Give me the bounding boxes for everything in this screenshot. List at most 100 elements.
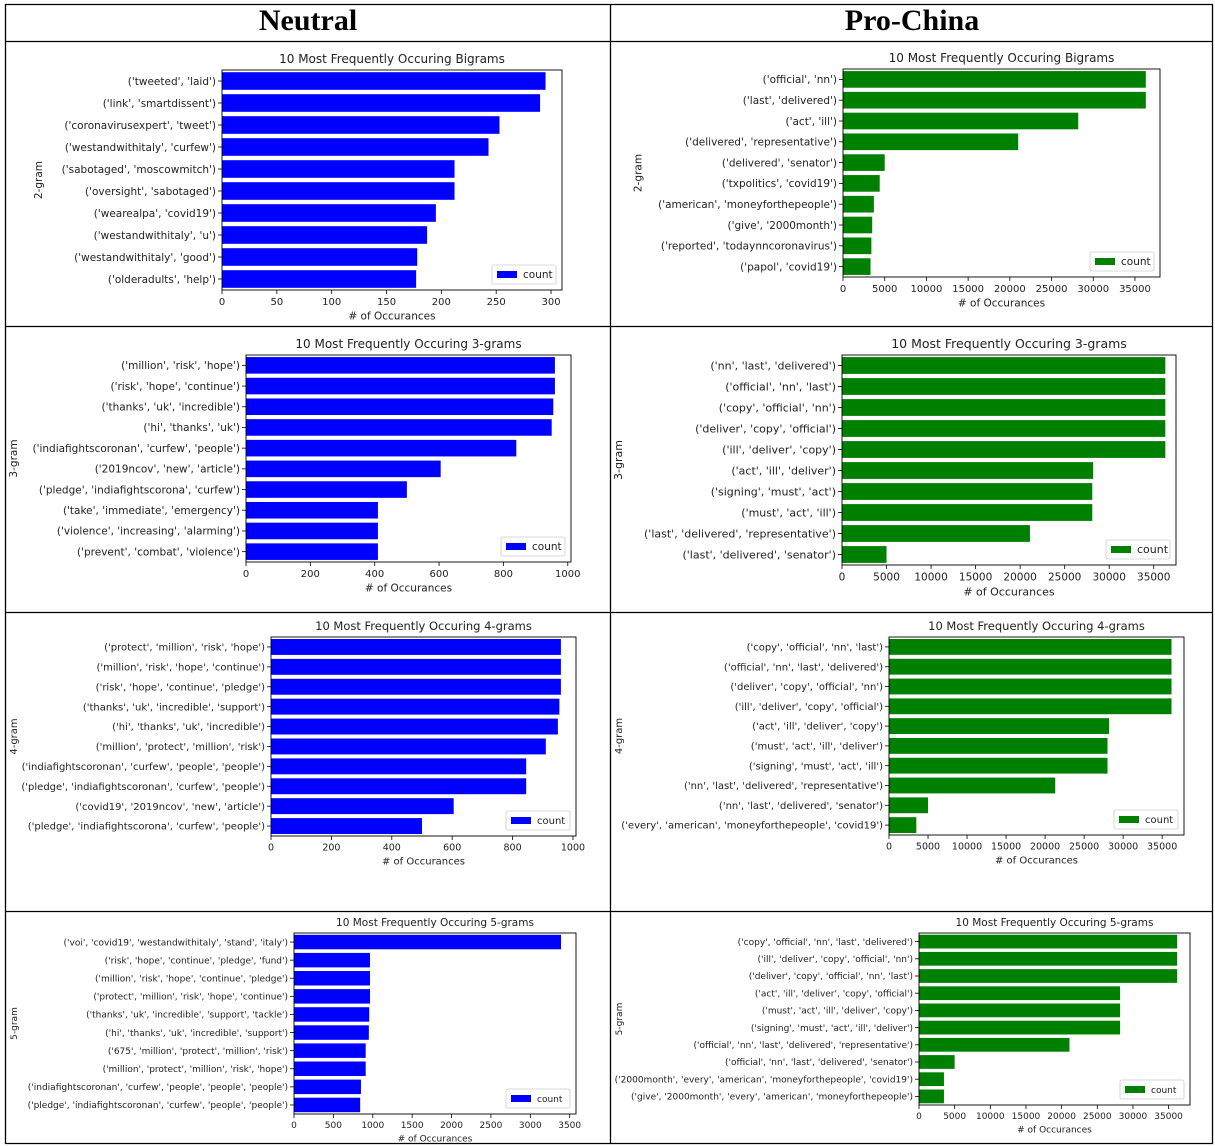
chart-prochina-5grams: 10 Most Frequently Occuring 5-grams ('cop… (615, 917, 1191, 1135)
legend-label: count (1121, 256, 1151, 268)
category-label: ('act', 'ill') (786, 116, 838, 128)
x-tick-label: 200 (301, 569, 320, 580)
category-label: ('take', 'immediate', 'emergency') (63, 505, 240, 517)
category-label: ('must', 'act', 'ill') (741, 506, 836, 519)
plot-frame (293, 932, 577, 1115)
bar (889, 658, 1172, 675)
bar (246, 543, 378, 560)
bar (919, 986, 1121, 1001)
bar (843, 216, 873, 234)
x-axis-label: # of Occurances (382, 856, 465, 867)
x-tick-label: 10000 (911, 284, 943, 295)
x-tick-label: 5000 (873, 572, 900, 584)
bar (919, 951, 1178, 966)
bar (222, 270, 417, 288)
bar (919, 1072, 944, 1087)
bar (889, 817, 917, 834)
bar (294, 1079, 361, 1095)
x-tick-label: 30000 (1108, 842, 1138, 853)
y-axis-label: 5-gram (615, 1003, 625, 1036)
bar (294, 1097, 361, 1113)
x-tick-label: 400 (383, 843, 401, 854)
category-label: ('official', 'nn', 'last', 'delivered', … (694, 1041, 914, 1051)
legend-box (1119, 1079, 1185, 1100)
x-tick-label: 0 (219, 297, 225, 308)
category-label: ('thanks', 'uk', 'incredible') (101, 402, 240, 414)
bar (889, 698, 1172, 715)
category-label: ('txpolitics', 'covid19') (722, 178, 837, 190)
chart-neutral-bigrams: 10 Most Frequently Occuring Bigrams ('twe… (33, 52, 563, 323)
x-tick-label: 35000 (1154, 1112, 1183, 1122)
legend-box (491, 264, 557, 285)
column-header-prochina: Pro-China (844, 4, 980, 37)
bar (271, 638, 561, 655)
y-axis-label: 5-gram (10, 1007, 20, 1040)
bar (246, 377, 555, 395)
category-label: ('pledge', 'indiafightscorona', 'curfew'… (39, 484, 240, 496)
bar (919, 1003, 1121, 1018)
x-tick-label: 3000 (519, 1121, 542, 1131)
legend-swatch (506, 543, 526, 550)
bar (842, 441, 1166, 458)
category-label: ('signing', 'must', 'act', 'ill', 'deliv… (751, 1024, 913, 1034)
bar (889, 718, 1110, 735)
x-tick-label: 500 (325, 1121, 342, 1131)
x-tick-label: 5000 (943, 1112, 966, 1122)
bar (271, 798, 454, 815)
legend-label: count (532, 541, 562, 553)
bar (294, 1043, 366, 1058)
x-tick-label: 25000 (1083, 1112, 1112, 1122)
category-label: ('coronavirusexpert', 'tweet') (64, 120, 216, 132)
x-tick-label: 20000 (994, 284, 1026, 295)
category-label: ('copy', 'official', 'nn', 'last') (747, 643, 884, 654)
x-tick-label: 30000 (1119, 1112, 1148, 1122)
category-label: ('link', 'smartdissent') (103, 98, 216, 110)
bar (271, 678, 561, 695)
x-tick-label: 1000 (361, 1121, 384, 1131)
x-axis-label: # of Occurances (348, 311, 435, 323)
category-label: ('wearealpa', 'covid19') (94, 208, 216, 220)
bar (222, 116, 500, 134)
category-label: ('indiafightscoronan', 'curfew', 'people… (22, 762, 265, 773)
category-label: ('deliver', 'copy', 'official', 'nn') (730, 682, 883, 693)
category-label: ('protect', 'million', 'risk', 'hope') (104, 643, 265, 654)
legend-box (1089, 251, 1155, 272)
y-axis-label: 4-gram (614, 718, 625, 754)
category-label: ('million', 'risk', 'hope') (121, 360, 240, 372)
category-label: ('last', 'delivered', 'senator') (682, 548, 836, 561)
x-tick-label: 50 (270, 297, 283, 308)
plot-frame (221, 69, 563, 291)
x-axis-label: # of Occurances (958, 298, 1045, 310)
bar (294, 971, 371, 986)
bar (271, 698, 560, 715)
x-tick-label: 1000 (561, 843, 585, 854)
legend-swatch (511, 1095, 531, 1102)
category-label: ('signing', 'must', 'act', 'ill') (749, 761, 883, 772)
category-label: ('must', 'act', 'ill', 'deliver', 'copy'… (762, 1007, 913, 1017)
x-tick-label: 30000 (1092, 572, 1125, 584)
x-tick-label: 0 (886, 842, 892, 853)
chart-neutral-4grams: 10 Most Frequently Occuring 4-grams ('pro… (9, 619, 585, 867)
bar (889, 737, 1108, 754)
category-label: ('reported', 'todaynncoronavirus') (661, 241, 837, 253)
x-tick-label: 0 (840, 284, 846, 295)
x-tick-label: 0 (291, 1121, 297, 1131)
bar (271, 778, 527, 795)
bar (919, 969, 1178, 983)
bar (222, 72, 546, 90)
bar (889, 678, 1172, 695)
bar (246, 419, 552, 436)
legend-box (505, 810, 571, 831)
category-label: ('pledge', 'indiafightscoronan', 'curfew… (28, 1101, 288, 1111)
category-label: ('delivered', 'senator') (722, 157, 837, 169)
legend-swatch (497, 271, 517, 278)
category-label: ('last', 'delivered') (743, 95, 837, 107)
category-label: ('copy', 'official', 'nn', 'last', 'deli… (738, 938, 913, 948)
category-label: ('hi', 'thanks', 'uk') (143, 422, 240, 434)
category-label: ('official', 'nn', 'last', 'delivered', … (725, 1058, 913, 1068)
legend-box (505, 1088, 571, 1109)
bar (294, 1007, 370, 1022)
bar (919, 1055, 955, 1069)
bar (843, 91, 1146, 109)
